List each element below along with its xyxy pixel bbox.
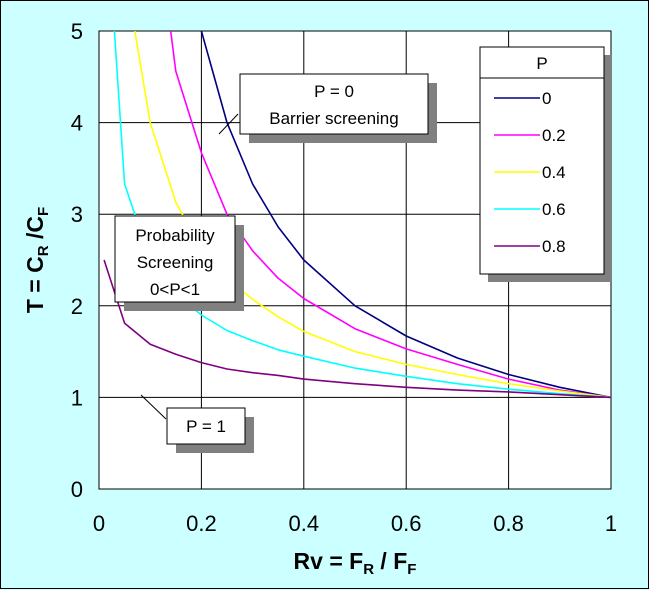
- series-line-p-0_2: [169, 31, 611, 399]
- legend-title: P: [536, 54, 547, 73]
- series-line-p-0_8: [103, 259, 611, 399]
- annotation-p0-line1: P = 0: [314, 82, 354, 101]
- x-tick-label-3: 0.6: [391, 511, 422, 536]
- annotation-p0: P = 0 Barrier screening: [218, 73, 437, 143]
- x-tick-labels: 0 0.2 0.4 0.6 0.8 1: [93, 511, 617, 536]
- y-tick-label-4: 4: [71, 111, 83, 136]
- annotation-p1: P = 1: [140, 394, 254, 453]
- y-tick-labels: 0 1 2 3 4 5: [71, 19, 83, 502]
- legend-label-4: 0.8: [542, 237, 566, 256]
- legend: P 0 0.2 0.4 0.6 0.8: [479, 46, 612, 282]
- legend-label-0: 0: [542, 89, 551, 108]
- x-tick-label-5: 1: [605, 511, 617, 536]
- y-tick-label-0: 0: [71, 477, 83, 502]
- series-line-p-0: [200, 31, 611, 399]
- annotation-prob-line2: Screening: [137, 253, 214, 272]
- annotation-prob-line1: Probability: [135, 226, 215, 245]
- x-tick-label-2: 0.4: [289, 511, 320, 536]
- annotation-probability: Probability Screening 0<P<1: [114, 215, 244, 311]
- annotation-prob-line3: 0<P<1: [150, 280, 200, 299]
- x-tick-label-1: 0.2: [186, 511, 217, 536]
- annotation-p1-line1: P = 1: [186, 417, 226, 436]
- x-tick-label-0: 0: [93, 511, 105, 536]
- x-tick-label-4: 0.8: [493, 511, 524, 536]
- series-line-p-0_4: [134, 31, 611, 399]
- legend-label-3: 0.6: [542, 200, 566, 219]
- y-axis-title: T = CR /CF: [22, 207, 52, 313]
- x-axis-title: Rv = FR / FF: [294, 548, 417, 578]
- y-tick-label-3: 3: [71, 202, 83, 227]
- legend-label-2: 0.4: [542, 163, 566, 182]
- legend-label-1: 0.2: [542, 126, 566, 145]
- y-tick-label-2: 2: [71, 294, 83, 319]
- annotation-p0-line2: Barrier screening: [269, 109, 398, 128]
- y-tick-label-1: 1: [71, 385, 83, 410]
- y-tick-label-5: 5: [71, 19, 83, 44]
